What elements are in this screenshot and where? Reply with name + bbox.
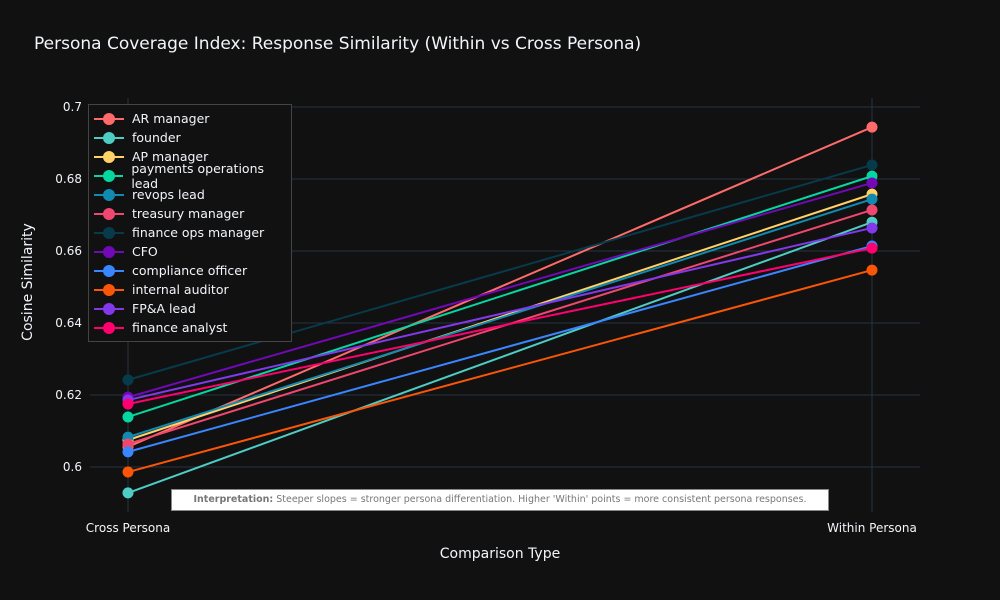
legend-item[interactable]: finance analyst [89, 318, 291, 337]
legend-label: treasury manager [132, 206, 245, 221]
series-line [127, 181, 873, 399]
legend-marker-icon [94, 245, 124, 258]
legend-marker-icon [94, 283, 124, 296]
legend-item[interactable]: payments operations lead [89, 161, 291, 191]
y-tick-label: 0.68 [55, 172, 82, 186]
legend-marker-icon [94, 207, 124, 220]
legend-marker-icon [94, 226, 124, 239]
data-point [122, 438, 134, 450]
series-line [127, 193, 873, 441]
data-point [122, 411, 134, 423]
legend-marker-icon [94, 112, 124, 125]
data-point [866, 121, 878, 133]
data-point [122, 398, 134, 410]
legend-label: compliance officer [132, 263, 248, 278]
data-point [866, 264, 878, 276]
annotation-text: Steeper slopes = stronger persona differ… [273, 494, 807, 505]
chart-title: Persona Coverage Index: Response Similar… [34, 34, 642, 54]
y-axis-label: Cosine Similarity [20, 223, 36, 341]
legend-label: payments operations lead [131, 160, 265, 191]
data-point [866, 242, 878, 254]
legend-label: finance ops manager [132, 225, 265, 240]
y-tick-label: 0.66 [55, 244, 82, 258]
legend-label: AP manager [132, 149, 209, 164]
data-point [122, 487, 134, 499]
data-point [122, 466, 134, 478]
x-tick-label: Cross Persona [86, 521, 170, 535]
legend-item[interactable]: AP manager [89, 147, 291, 166]
series-line [127, 244, 873, 453]
legend-item[interactable]: treasury manager [89, 204, 291, 223]
series-line [127, 269, 873, 474]
x-tick-label: Within Persona [827, 521, 917, 535]
data-point [122, 374, 134, 386]
legend-item[interactable]: founder [89, 128, 291, 147]
series-line [127, 226, 873, 402]
y-tick-label: 0.64 [55, 316, 82, 330]
legend-item[interactable]: AR manager [89, 109, 291, 128]
legend-marker-icon [94, 131, 124, 144]
annotation-bold: Interpretation: [193, 494, 274, 505]
series-line [127, 175, 873, 418]
legend: AR manager founder AP manager payments oper… [88, 104, 292, 342]
series-line [127, 126, 873, 448]
legend-marker-icon [94, 188, 124, 201]
legend-item[interactable]: internal auditor [89, 280, 291, 299]
series-line [127, 221, 873, 494]
legend-label: FP&A lead [132, 301, 196, 316]
legend-marker-icon [94, 150, 124, 163]
legend-item[interactable]: compliance officer [89, 261, 291, 280]
annotation: Interpretation: Steeper slopes = stronge… [171, 489, 829, 511]
data-point [866, 204, 878, 216]
data-point [866, 177, 878, 189]
data-point [122, 446, 134, 458]
legend-label: CFO [132, 244, 158, 259]
legend-marker-icon [94, 264, 124, 277]
legend-label: finance analyst [132, 320, 228, 335]
legend-marker-icon [94, 321, 124, 334]
y-tick-label: 0.7 [63, 100, 82, 114]
legend-marker-icon [94, 302, 124, 315]
legend-marker-icon [94, 169, 124, 182]
legend-label: founder [132, 130, 181, 145]
y-tick-label: 0.6 [63, 460, 82, 474]
legend-label: revops lead [132, 187, 205, 202]
legend-item[interactable]: FP&A lead [89, 299, 291, 318]
y-tick-label: 0.62 [55, 388, 82, 402]
series-line [127, 198, 873, 439]
legend-item[interactable]: finance ops manager [89, 223, 291, 242]
series-line [127, 247, 873, 405]
legend-item[interactable]: revops lead [89, 185, 291, 204]
x-axis-label: Comparison Type [439, 546, 561, 562]
legend-item[interactable]: CFO [89, 242, 291, 261]
legend-label: internal auditor [132, 282, 229, 297]
series-line [127, 163, 873, 381]
data-point [866, 222, 878, 234]
data-point [866, 193, 878, 205]
legend-label: AR manager [132, 111, 210, 126]
data-point [866, 159, 878, 171]
